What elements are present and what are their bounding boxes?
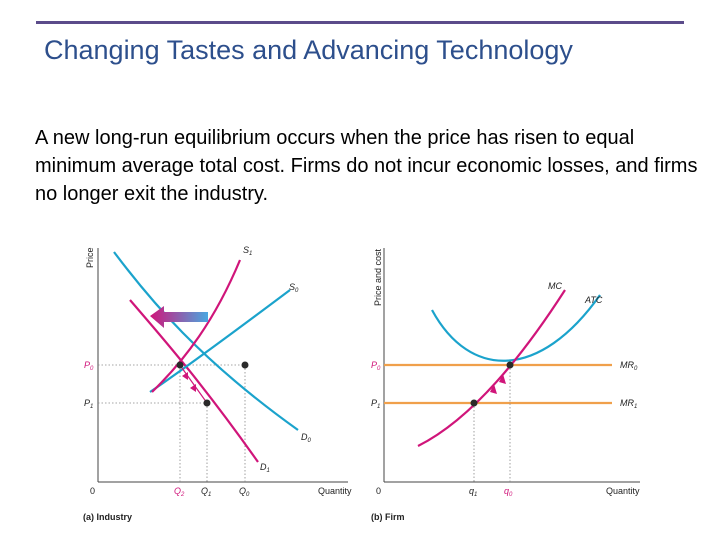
firm-atc-curve bbox=[431, 294, 601, 362]
supply-curve-s0 bbox=[149, 289, 291, 393]
firm-y-axis-label: Price and cost bbox=[373, 248, 383, 306]
industry-q1-label: Q1 bbox=[201, 486, 211, 498]
firm-p0-label: P0 bbox=[371, 360, 381, 372]
firm-atc-label: ATC bbox=[584, 295, 603, 305]
firm-caption: (b) Firm bbox=[371, 512, 405, 522]
industry-q2-label: Q2 bbox=[174, 486, 185, 498]
industry-caption: (a) Industry bbox=[83, 512, 132, 522]
supply-s0-label: S0 bbox=[289, 282, 299, 294]
supply-s1-label: S1 bbox=[243, 245, 252, 257]
industry-adjustment-arrowhead-2 bbox=[182, 372, 188, 380]
demand-d1-label: D1 bbox=[260, 462, 270, 474]
industry-point-short-run bbox=[203, 399, 211, 407]
industry-point-new bbox=[176, 361, 184, 369]
industry-graph: Price 0 Quantity P0 P1 Q2 Q1 Q0 S1 S0 D0… bbox=[83, 245, 352, 522]
industry-p1-label: P1 bbox=[84, 398, 93, 410]
demand-d0-label: D0 bbox=[301, 432, 312, 444]
industry-adjustment-arrowhead bbox=[190, 384, 196, 392]
demand-curve-d0 bbox=[113, 251, 299, 431]
firm-x-axis-label: Quantity bbox=[606, 486, 640, 496]
title-rule bbox=[36, 21, 684, 24]
firm-q0-label: q0 bbox=[504, 486, 513, 498]
firm-point-long-run bbox=[506, 361, 514, 369]
industry-origin-label: 0 bbox=[90, 486, 95, 496]
demand-curve-d1 bbox=[129, 299, 259, 463]
firm-graph: Price and cost 0 Quantity P0 P1 q1 q0 MC… bbox=[371, 248, 640, 522]
slide-title: Changing Tastes and Advancing Technology bbox=[44, 35, 573, 65]
supply-curve-s1 bbox=[151, 259, 242, 393]
firm-q1-label: q1 bbox=[469, 486, 477, 498]
firm-mc-curve bbox=[417, 289, 566, 447]
firm-mr0-label: MR0 bbox=[620, 360, 638, 372]
firm-point-short-run bbox=[470, 399, 478, 407]
firm-mr1-label: MR1 bbox=[620, 398, 637, 410]
industry-point-original bbox=[241, 361, 249, 369]
industry-y-axis-label: Price bbox=[85, 247, 95, 268]
industry-x-axis-label: Quantity bbox=[318, 486, 352, 496]
firm-adjustment-arrowhead bbox=[490, 384, 497, 394]
firm-origin-label: 0 bbox=[376, 486, 381, 496]
industry-p0-label: P0 bbox=[84, 360, 94, 372]
firm-p1-label: P1 bbox=[371, 398, 380, 410]
firm-adjustment-arrowhead-2 bbox=[499, 374, 506, 384]
industry-q0-label: Q0 bbox=[239, 486, 250, 498]
supply-shift-arrow bbox=[150, 306, 208, 328]
slide-body: A new long-run equilibrium occurs when t… bbox=[35, 127, 698, 205]
firm-mc-label: MC bbox=[548, 281, 562, 291]
